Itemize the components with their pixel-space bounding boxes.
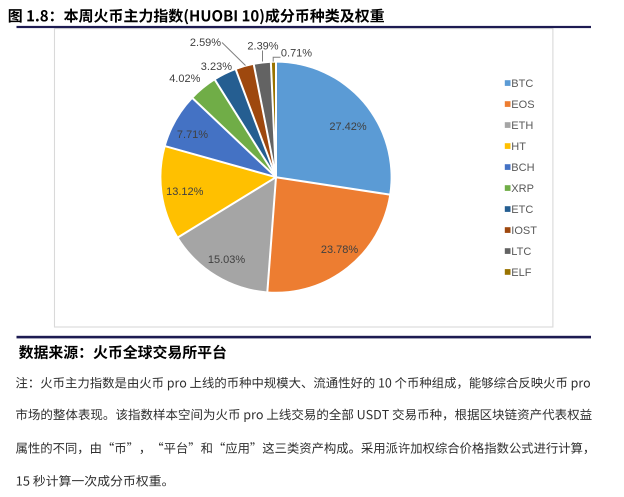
svg-text:4.02%: 4.02% bbox=[169, 73, 200, 85]
svg-text:IOST: IOST bbox=[511, 225, 537, 237]
svg-text:27.42%: 27.42% bbox=[329, 121, 367, 133]
svg-text:LTC: LTC bbox=[511, 246, 531, 258]
svg-text:13.12%: 13.12% bbox=[166, 186, 204, 198]
svg-text:2.59%: 2.59% bbox=[190, 37, 221, 49]
svg-text:ETH: ETH bbox=[511, 120, 533, 132]
svg-text:ELF: ELF bbox=[511, 267, 531, 279]
svg-text:7.71%: 7.71% bbox=[177, 129, 208, 141]
svg-text:HT: HT bbox=[511, 141, 526, 153]
svg-text:ETC: ETC bbox=[511, 204, 533, 216]
svg-text:BTC: BTC bbox=[511, 78, 533, 90]
svg-text:XRP: XRP bbox=[511, 183, 534, 195]
svg-text:0.71%: 0.71% bbox=[281, 47, 312, 59]
svg-text:23.78%: 23.78% bbox=[321, 244, 359, 256]
svg-text:3.23%: 3.23% bbox=[201, 61, 232, 73]
svg-text:BCH: BCH bbox=[511, 162, 534, 174]
svg-text:EOS: EOS bbox=[511, 99, 534, 111]
svg-text:2.39%: 2.39% bbox=[247, 40, 278, 52]
svg-text:15.03%: 15.03% bbox=[208, 254, 246, 266]
